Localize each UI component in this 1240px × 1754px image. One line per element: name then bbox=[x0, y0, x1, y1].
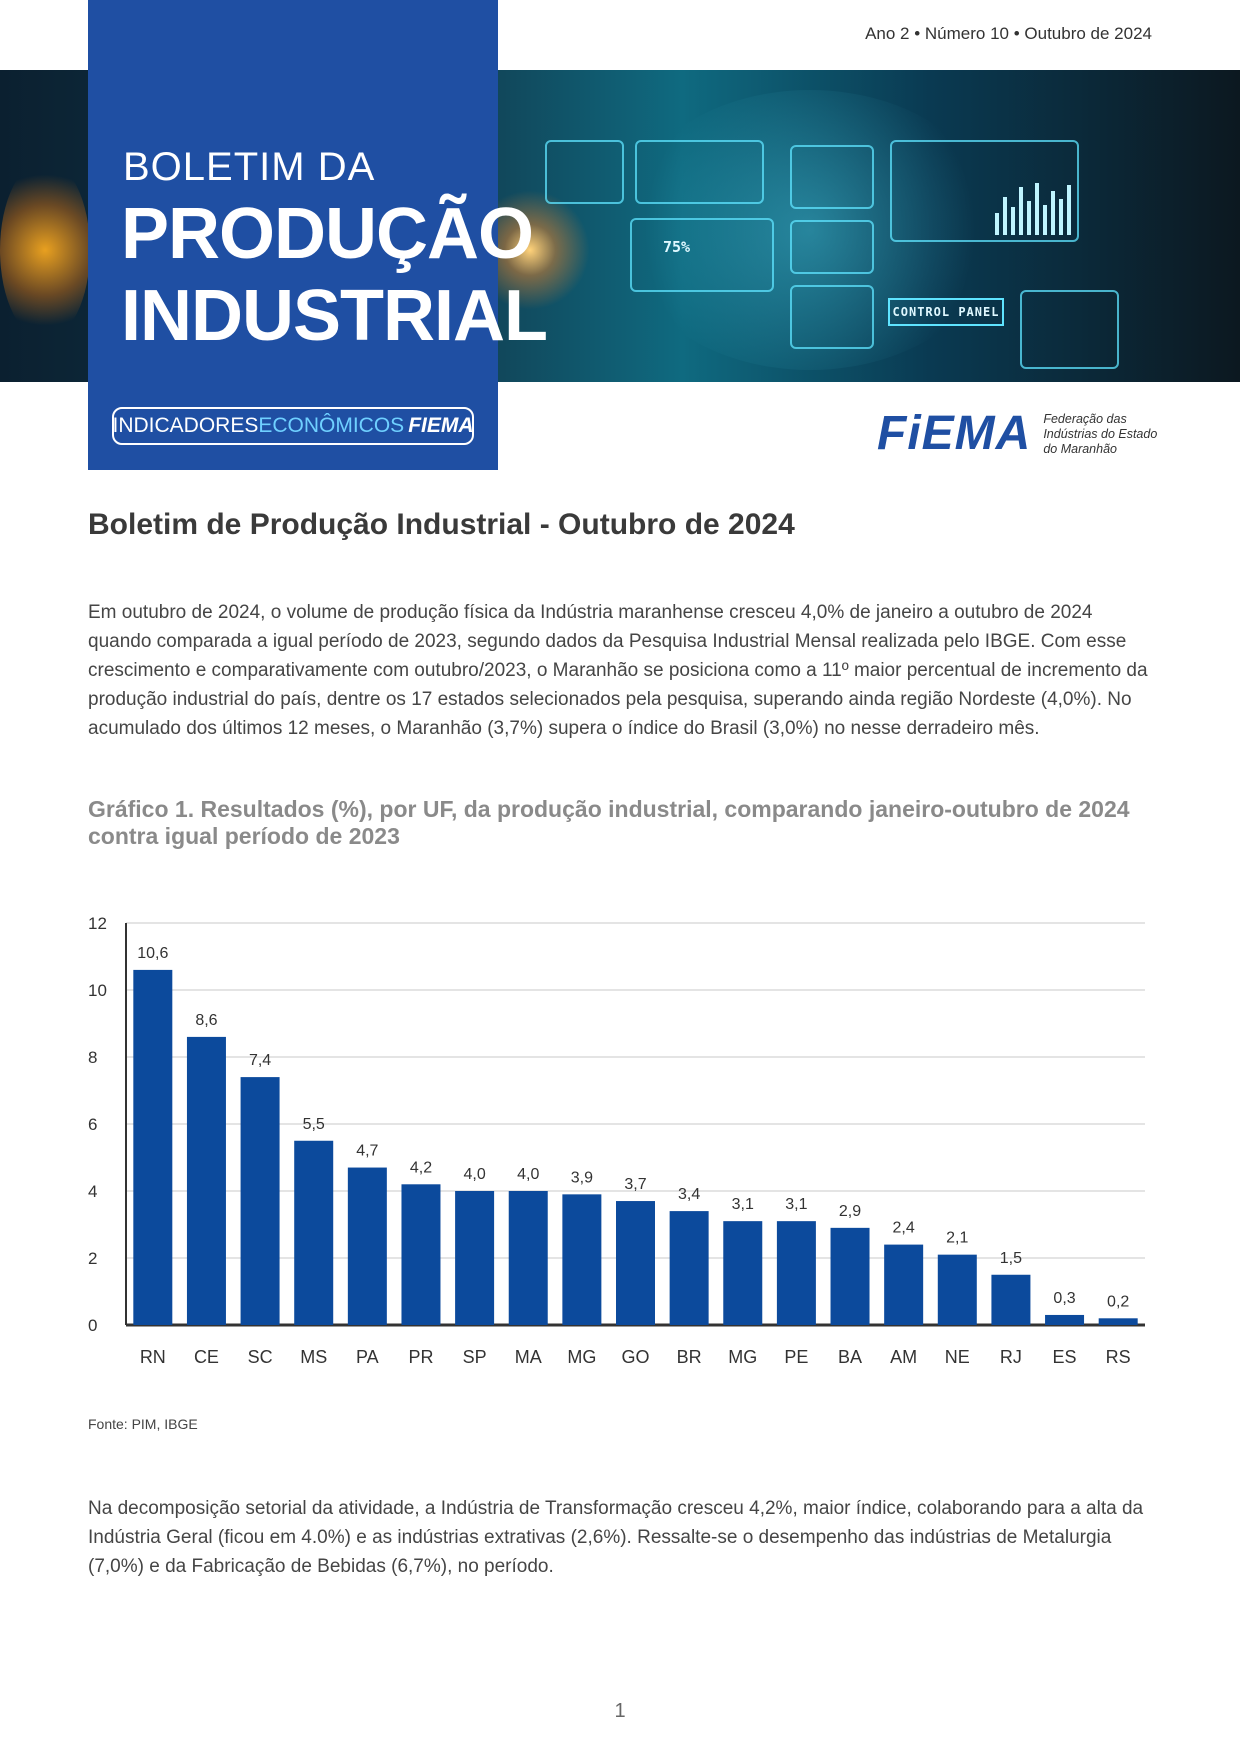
bar bbox=[991, 1274, 1031, 1325]
bar bbox=[723, 1221, 763, 1325]
bar bbox=[240, 1077, 280, 1325]
bar bbox=[1045, 1314, 1085, 1325]
bar-value-label: 2,4 bbox=[893, 1220, 915, 1237]
bar bbox=[1098, 1318, 1138, 1325]
bar-value-label: 4,0 bbox=[517, 1166, 539, 1183]
x-tick-label: MG bbox=[728, 1347, 757, 1367]
x-tick-label: RN bbox=[140, 1347, 166, 1367]
y-tick-label: 10 bbox=[88, 981, 107, 1000]
x-tick-label: ES bbox=[1053, 1347, 1077, 1367]
title-box: BOLETIM DA PRODUÇÃO INDUSTRIAL INDICADOR… bbox=[88, 0, 548, 470]
indicators-badge: INDICADORES ECONÔMICOS FIEMA bbox=[112, 407, 474, 445]
bar bbox=[669, 1211, 709, 1325]
issue-info: Ano 2 • Número 10 • Outubro de 2024 bbox=[865, 24, 1152, 43]
x-tick-label: PR bbox=[408, 1347, 433, 1367]
bar-value-label: 4,2 bbox=[410, 1159, 432, 1176]
bar-value-label: 3,1 bbox=[732, 1196, 754, 1213]
y-tick-label: 2 bbox=[88, 1249, 97, 1268]
bar bbox=[401, 1184, 441, 1325]
y-tick-label: 12 bbox=[88, 914, 107, 933]
badge-part-1: INDICADORES bbox=[112, 414, 259, 437]
x-tick-label: GO bbox=[621, 1347, 649, 1367]
bar-value-label: 3,7 bbox=[624, 1176, 646, 1193]
chart-source: Fonte: PIM, IBGE bbox=[88, 1416, 198, 1432]
bar bbox=[186, 1036, 226, 1325]
bar-value-label: 8,6 bbox=[195, 1012, 217, 1029]
y-tick-label: 6 bbox=[88, 1115, 97, 1134]
x-tick-label: PA bbox=[356, 1347, 379, 1367]
x-tick-label: MA bbox=[515, 1347, 542, 1367]
x-tick-label: SC bbox=[248, 1347, 273, 1367]
badge-part-3: FIEMA bbox=[408, 414, 474, 437]
bar bbox=[937, 1254, 977, 1325]
bar-value-label: 0,3 bbox=[1053, 1290, 1075, 1307]
logo-subtitle-line-2: Indústrias do Estado bbox=[1043, 426, 1158, 441]
page-number: 1 bbox=[614, 1700, 626, 1722]
bar-chart: 0 2 4 6 8 10 12 10,6 RN 8,6 CE 7,4 SC 5,5 MS 4,7 PA 4,2 PR… bbox=[88, 914, 1145, 1367]
banner-control-panel-label: CONTROL PANEL bbox=[888, 298, 1004, 326]
bar-value-label: 10,6 bbox=[137, 945, 168, 962]
bar-value-label: 7,4 bbox=[249, 1052, 271, 1069]
bar bbox=[616, 1201, 655, 1325]
bar-value-label: 3,4 bbox=[678, 1186, 700, 1203]
bar bbox=[562, 1194, 602, 1325]
bar-value-label: 3,1 bbox=[785, 1196, 807, 1213]
bar bbox=[830, 1227, 870, 1325]
sector-paragraph: Na decomposição setorial da atividade, a… bbox=[88, 1498, 1144, 1577]
bar bbox=[776, 1221, 816, 1325]
intro-paragraph: Em outubro de 2024, o volume de produção… bbox=[88, 602, 1148, 739]
fiema-logo-subtitle: Federação das Indústrias do Estado do Ma… bbox=[1043, 412, 1163, 457]
bar-value-label: 2,9 bbox=[839, 1203, 861, 1220]
title-line-1: BOLETIM DA bbox=[123, 145, 376, 189]
x-tick-label: PE bbox=[784, 1347, 808, 1367]
y-tick-label: 0 bbox=[88, 1316, 97, 1335]
bar bbox=[455, 1191, 495, 1325]
bar-value-label: 4,0 bbox=[463, 1166, 485, 1183]
y-tick-label: 4 bbox=[88, 1182, 97, 1201]
bar-value-label: 5,5 bbox=[303, 1116, 325, 1133]
x-tick-label: AM bbox=[890, 1347, 917, 1367]
x-tick-label: RS bbox=[1106, 1347, 1131, 1367]
x-tick-label: RJ bbox=[1000, 1347, 1022, 1367]
banner-percent: 75% bbox=[663, 238, 691, 256]
y-tick-label: 8 bbox=[88, 1048, 97, 1067]
x-tick-label: NE bbox=[945, 1347, 970, 1367]
bar bbox=[133, 969, 173, 1325]
bar-value-label: 3,9 bbox=[571, 1169, 593, 1186]
x-tick-label: BR bbox=[677, 1347, 702, 1367]
chart-title: Gráfico 1. Resultados (%), por UF, da pr… bbox=[88, 796, 1130, 849]
badge-part-2: ECONÔMICOS bbox=[258, 414, 405, 437]
bar-value-label: 0,2 bbox=[1107, 1293, 1129, 1310]
bar bbox=[508, 1191, 548, 1325]
x-tick-label: CE bbox=[194, 1347, 219, 1367]
bar bbox=[294, 1140, 334, 1325]
x-tick-label: MS bbox=[300, 1347, 327, 1367]
bar bbox=[347, 1167, 387, 1325]
x-tick-label: SP bbox=[463, 1347, 487, 1367]
fiema-logo-mark: FiEMA bbox=[877, 407, 1032, 460]
fiema-logo: FiEMA Federação das Indústrias do Estado… bbox=[877, 410, 1163, 458]
bar bbox=[884, 1244, 924, 1325]
title-line-2: PRODUÇÃO bbox=[121, 194, 534, 274]
bar-value-label: 2,1 bbox=[946, 1230, 968, 1247]
x-tick-label: MG bbox=[567, 1347, 596, 1367]
x-tick-label: BA bbox=[838, 1347, 862, 1367]
logo-subtitle-line-1: Federação das bbox=[1043, 411, 1127, 426]
logo-subtitle-line-3: do Maranhão bbox=[1043, 441, 1117, 456]
bar-value-label: 1,5 bbox=[1000, 1250, 1022, 1267]
title-line-3: INDUSTRIAL bbox=[121, 276, 548, 356]
bar-value-label: 4,7 bbox=[356, 1143, 378, 1160]
document-title: Boletim de Produção Industrial - Outubro… bbox=[88, 508, 795, 541]
